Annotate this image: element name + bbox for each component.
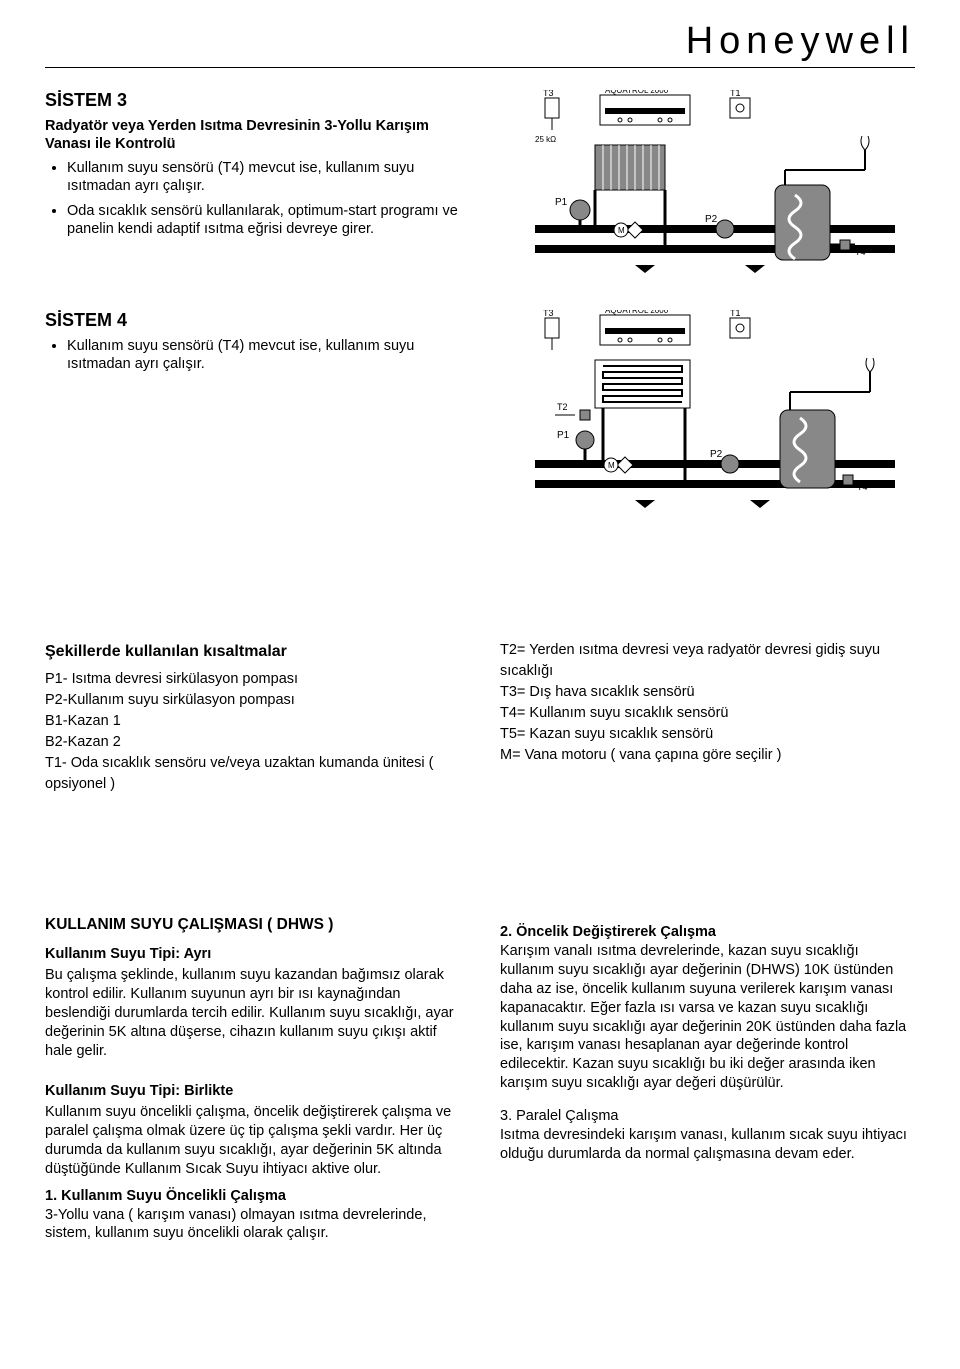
- diag-label: M: [618, 226, 625, 235]
- system4-text: SİSTEM 4 Kullanım suyu sensörü (T4) mevc…: [45, 310, 465, 520]
- dhws-type1-heading: Kullanım Suyu Tipi: Ayrı: [45, 945, 460, 964]
- dhws-mode2-text: Karışım vanalı ısıtma devrelerinde, kaza…: [500, 942, 915, 1093]
- diag-label: T1: [730, 90, 741, 98]
- abbrev-item: T5= Kazan suyu sıcaklık sensörü: [500, 724, 915, 745]
- dhws-mode3-text: Isıtma devresindeki karışım vanası, kull…: [500, 1126, 915, 1164]
- diag-label: T4: [857, 482, 868, 492]
- diag-label: M: [608, 461, 615, 470]
- diag-label: 25 kΩ: [535, 135, 556, 144]
- abbrev-title: Şekillerde kullanılan kısaltmalar: [45, 640, 460, 663]
- diag-label: AQUATROL 2000: [605, 90, 669, 95]
- diag-label: T2: [557, 402, 568, 412]
- system4-bullet: Kullanım suyu sensörü (T4) mevcut ise, k…: [67, 337, 465, 373]
- diag-label: P1: [557, 430, 570, 441]
- diag-label: T3: [543, 90, 554, 98]
- diag-label: T1: [730, 310, 741, 318]
- system3-bullet: Oda sıcaklık sensörü kullanılarak, optim…: [67, 202, 465, 238]
- abbrev-item: P2-Kullanım suyu sirkülasyon pompası: [45, 690, 460, 711]
- system4-diagram: T3 AQUATROL 2000 T1 T2: [495, 310, 915, 520]
- system4-title: SİSTEM 4: [45, 310, 465, 331]
- dhws-type2-heading: Kullanım Suyu Tipi: Birlikte: [45, 1082, 460, 1101]
- diag-label: T3: [543, 310, 554, 318]
- diag-label: P2: [705, 214, 718, 225]
- system4-bullets: Kullanım suyu sensörü (T4) mevcut ise, k…: [45, 337, 465, 373]
- brand-underline: [45, 67, 915, 68]
- abbrev-item: M= Vana motoru ( vana çapına göre seçili…: [500, 745, 915, 766]
- dhws-mode1-text: 3-Yollu vana ( karışım vanası) olmayan ı…: [45, 1206, 460, 1244]
- dhws-mode1-heading: 1. Kullanım Suyu Öncelikli Çalışma: [45, 1188, 286, 1204]
- abbrev-item: T4= Kullanım suyu sıcaklık sensörü: [500, 703, 915, 724]
- dhws-type2-text: Kullanım suyu öncelikli çalışma, öncelik…: [45, 1103, 460, 1178]
- abbrev-item: B1-Kazan 1: [45, 711, 460, 732]
- dhws-mode2-heading: 2. Öncelik Değiştirerek Çalışma: [500, 924, 716, 940]
- diag-label: T4: [855, 247, 866, 257]
- abbrev-item: T1- Oda sıcaklık sensöru ve/veya uzaktan…: [45, 753, 460, 795]
- system3-bullets: Kullanım suyu sensörü (T4) mevcut ise, k…: [45, 159, 465, 238]
- diag-label: P2: [710, 449, 723, 460]
- system3-bullet: Kullanım suyu sensörü (T4) mevcut ise, k…: [67, 159, 465, 195]
- abbrev-left: Şekillerde kullanılan kısaltmalar P1- Is…: [45, 640, 460, 795]
- dhws-left: KULLANIM SUYU ÇALIŞMASI ( DHWS ) Kullanı…: [45, 915, 460, 1249]
- system3-subtitle: Radyatör veya Yerden Isıtma Devresinin 3…: [45, 117, 465, 153]
- dhws-type1-text: Bu çalışma şeklinde, kullanım suyu kazan…: [45, 966, 460, 1060]
- system3-text: SİSTEM 3 Radyatör veya Yerden Isıtma Dev…: [45, 90, 465, 300]
- diag-label: P1: [555, 197, 568, 208]
- brand-name: Honeywell: [686, 20, 915, 65]
- system3-title: SİSTEM 3: [45, 90, 465, 111]
- abbrev-item: T3= Dış hava sıcaklık sensörü: [500, 682, 915, 703]
- system3-diagram: T3 25 kΩ AQUATROL 2000 T1: [495, 90, 915, 300]
- abbrev-right: T2= Yerden ısıtma devresi veya radyatör …: [500, 640, 915, 795]
- abbrev-item: P1- Isıtma devresi sirkülasyon pompası: [45, 669, 460, 690]
- abbrev-item: T2= Yerden ısıtma devresi veya radyatör …: [500, 640, 915, 682]
- abbrev-item: B2-Kazan 2: [45, 732, 460, 753]
- dhws-right: 2. Öncelik Değiştirerek Çalışma Karışım …: [500, 915, 915, 1249]
- dhws-mode3-heading: 3. Paralel Çalışma: [500, 1108, 618, 1124]
- diag-label: AQUATROL 2000: [605, 310, 669, 315]
- dhws-title: KULLANIM SUYU ÇALIŞMASI ( DHWS ): [45, 915, 460, 935]
